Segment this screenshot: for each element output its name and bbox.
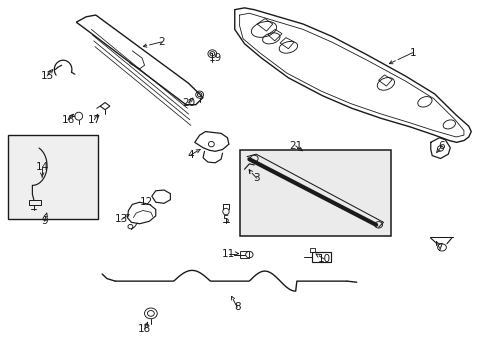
Bar: [311, 252, 330, 262]
Bar: [29, 200, 41, 205]
Bar: [239, 149, 390, 235]
Text: 16: 16: [61, 115, 75, 125]
Text: 6: 6: [438, 141, 445, 151]
Text: 18: 18: [138, 324, 151, 334]
Text: 21: 21: [288, 141, 302, 151]
Text: 1: 1: [408, 48, 415, 58]
Text: 4: 4: [187, 150, 194, 160]
Text: 19: 19: [208, 53, 222, 63]
Text: 13: 13: [115, 215, 128, 224]
Text: 8: 8: [233, 302, 240, 312]
Text: 17: 17: [87, 115, 101, 125]
Text: 10: 10: [317, 254, 330, 264]
Text: 12: 12: [139, 197, 152, 207]
Text: 7: 7: [435, 243, 442, 253]
Text: 9: 9: [41, 216, 48, 226]
Text: 3: 3: [253, 173, 260, 183]
Text: 20: 20: [182, 98, 195, 108]
Text: 15: 15: [41, 71, 54, 81]
Text: 2: 2: [158, 37, 164, 47]
Bar: [8, 135, 98, 220]
Bar: [239, 251, 249, 258]
Text: 14: 14: [36, 162, 49, 172]
Text: 11: 11: [222, 248, 235, 258]
Text: 5: 5: [222, 215, 229, 225]
